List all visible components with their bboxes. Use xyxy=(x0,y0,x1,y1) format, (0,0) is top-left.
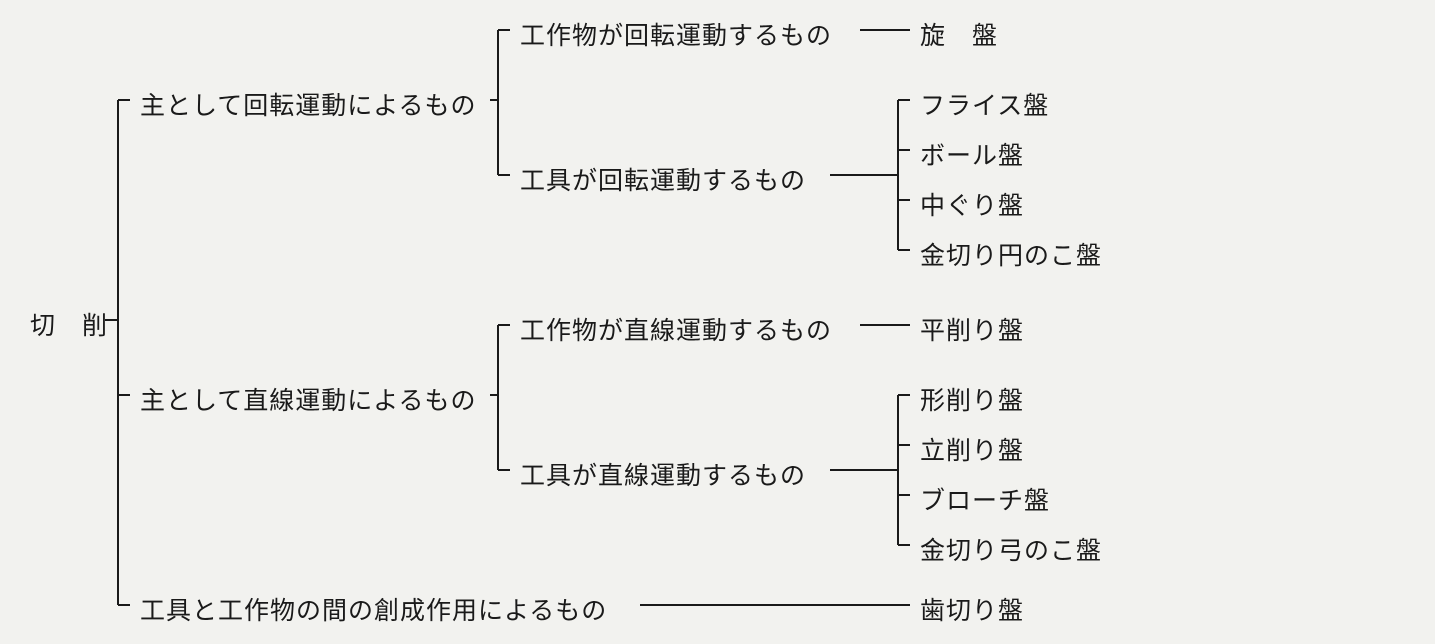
leaf-node: 平削り盤 xyxy=(920,311,1024,347)
leaf-node: 旋 盤 xyxy=(920,16,998,52)
level1-node: 主として直線運動によるもの xyxy=(140,381,477,417)
leaf-node: ボール盤 xyxy=(920,136,1024,172)
level2-node: 工具が回転運動するもの xyxy=(520,161,806,197)
level2-node: 工作物が回転運動するもの xyxy=(520,16,832,52)
leaf-node: 立削り盤 xyxy=(920,431,1024,467)
root-node: 切 削 xyxy=(30,306,108,342)
level1-node: 工具と工作物の間の創成作用によるもの xyxy=(140,591,607,627)
leaf-node: 金切り円のこ盤 xyxy=(920,236,1102,272)
leaf-node: 中ぐり盤 xyxy=(920,186,1024,222)
tree-diagram: 切 削 主として回転運動によるもの主として直線運動によるもの工具と工作物の間の創成… xyxy=(0,0,1435,644)
level1-node: 主として回転運動によるもの xyxy=(140,86,477,122)
leaf-node: 形削り盤 xyxy=(920,381,1024,417)
level2-node: 工具が直線運動するもの xyxy=(520,456,806,492)
level2-node: 工作物が直線運動するもの xyxy=(520,311,832,347)
leaf-node: 歯切り盤 xyxy=(920,591,1024,627)
leaf-node: 金切り弓のこ盤 xyxy=(920,531,1102,567)
leaf-node: フライス盤 xyxy=(920,86,1049,122)
leaf-node: ブローチ盤 xyxy=(920,481,1050,517)
